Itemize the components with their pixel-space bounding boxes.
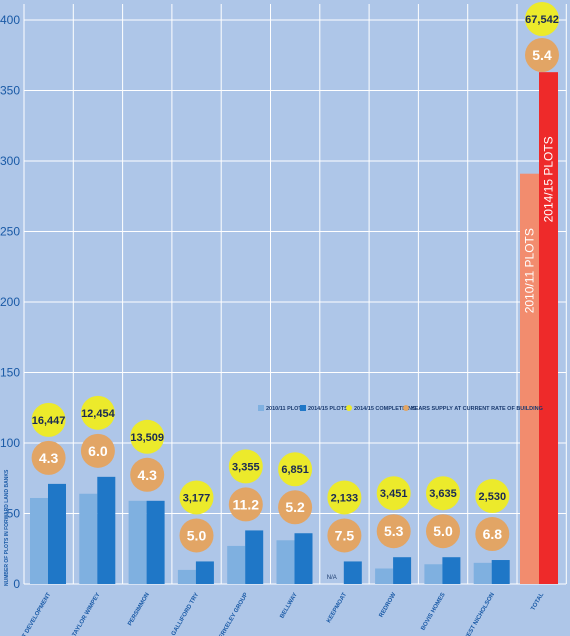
bar-2010-11 (79, 493, 98, 584)
completions-bubble (228, 449, 263, 484)
total-bar-label: 2010/11 PLOTS (523, 228, 537, 313)
years-supply-bubble (475, 517, 510, 552)
completions-bubble (130, 419, 165, 454)
bar-2010-11 (473, 562, 492, 584)
completions-value: 67,542 (525, 14, 559, 26)
bar-2010-11 (177, 569, 196, 584)
years-supply-bubble (179, 518, 214, 553)
years-supply-value: 5.2 (285, 499, 305, 515)
completions-value: 3,177 (183, 492, 211, 504)
bar-2014-15 (393, 557, 412, 584)
completions-bubble (525, 2, 559, 36)
bar-2010-11 (227, 545, 246, 584)
completions-bubble (475, 479, 510, 514)
bar-2010-11 (424, 564, 443, 584)
y-tick-label: 200 (0, 295, 20, 309)
y-tick-label: 150 (0, 366, 20, 380)
years-supply-value: 5.0 (187, 527, 207, 543)
completions-bubble (179, 480, 214, 515)
completions-value: 2,133 (331, 492, 359, 504)
bar-2014-15 (48, 483, 66, 584)
completions-value: 6,851 (281, 464, 309, 476)
bar-2014-15 (146, 500, 165, 584)
bar-2014-15 (97, 476, 116, 584)
legend-swatch (258, 405, 264, 411)
bar-2014-15 (245, 530, 264, 584)
bubbles: 16,447 4.3 12,454 6.0 13,509 4.3 3,177 5.0 3,355… (31, 2, 559, 553)
y-tick-label: 50 (7, 507, 21, 521)
y-tick-label: 300 (0, 154, 20, 168)
years-supply-bubble (130, 457, 165, 492)
years-supply-value: 5.4 (532, 47, 552, 63)
years-supply-value: 5.0 (433, 523, 453, 539)
legend-swatch (403, 405, 409, 411)
na-label: N/A (327, 575, 337, 581)
years-supply-bubble (31, 440, 66, 475)
y-axis: 0 50 100 150 200 250 300 350 400 NUMBER OF PLOTS … (0, 13, 20, 591)
bar-2010-11 (520, 173, 539, 584)
years-supply-bubble (228, 487, 263, 522)
completions-bubble (426, 476, 460, 511)
legend-label: 2010/11 PLOTS (266, 406, 306, 412)
bar-2014-15 (294, 533, 313, 584)
bar-2010-11 (128, 500, 147, 584)
legend-label: YEARS SUPPLY AT CURRENT RATE OF BUILDING (411, 406, 543, 412)
bar-2010-11 (30, 497, 48, 584)
y-tick-label: 400 (0, 13, 20, 27)
completions-value: 13,509 (130, 432, 164, 444)
completions-value: 3,635 (429, 488, 457, 500)
legend: 2010/11 PLOTS 2014/15 PLOTS 2014/15 COMPLE… (258, 405, 543, 412)
completions-bubble (327, 480, 362, 515)
years-supply-value: 11.2 (233, 496, 260, 512)
completions-value: 3,451 (380, 488, 408, 500)
legend-swatch (346, 405, 352, 411)
years-supply-value: 6.8 (483, 526, 503, 542)
completions-value: 3,355 (232, 461, 260, 473)
bar-2014-15 (442, 557, 461, 584)
legend-label: 2014/15 COMPLETIONS (354, 406, 416, 412)
bar-2014-15 (491, 560, 510, 584)
completions-bubble (31, 402, 66, 437)
legend-swatch (300, 405, 306, 411)
years-supply-bubble (327, 518, 362, 553)
years-supply-bubble (278, 490, 313, 525)
y-tick-label: 350 (0, 84, 20, 98)
grid-lines (23, 4, 567, 585)
years-supply-value: 5.3 (384, 523, 404, 539)
years-supply-bubble (525, 38, 559, 72)
years-supply-bubble (426, 514, 460, 549)
y-tick-label: 250 (0, 225, 20, 239)
bar-2010-11 (276, 540, 295, 584)
bar-2014-15 (343, 561, 362, 584)
total-bar-label: 2014/15 PLOTS (542, 136, 556, 222)
years-supply-bubble (80, 433, 115, 468)
legend-label: 2014/15 PLOTS (308, 406, 348, 412)
years-supply-value: 4.3 (137, 467, 157, 483)
completions-value: 12,454 (81, 408, 116, 420)
completions-value: 2,530 (479, 491, 507, 503)
years-supply-value: 4.3 (39, 450, 59, 466)
bar-2014-15 (195, 561, 214, 584)
completions-bubble (80, 395, 115, 430)
completions-bubble (376, 476, 411, 511)
completions-value: 16,447 (32, 415, 66, 427)
y-axis-label: NUMBER OF PLOTS IN FORWARD LAND BANKS (4, 469, 10, 586)
bar-2010-11 (375, 568, 394, 584)
y-tick-label: 100 (0, 436, 20, 450)
years-supply-bubble (376, 514, 411, 549)
years-supply-value: 7.5 (335, 527, 355, 543)
completions-bubble (278, 452, 313, 487)
years-supply-value: 6.0 (88, 443, 108, 459)
y-tick-label: 0 (13, 577, 20, 591)
bar-2014-15 (539, 72, 558, 585)
